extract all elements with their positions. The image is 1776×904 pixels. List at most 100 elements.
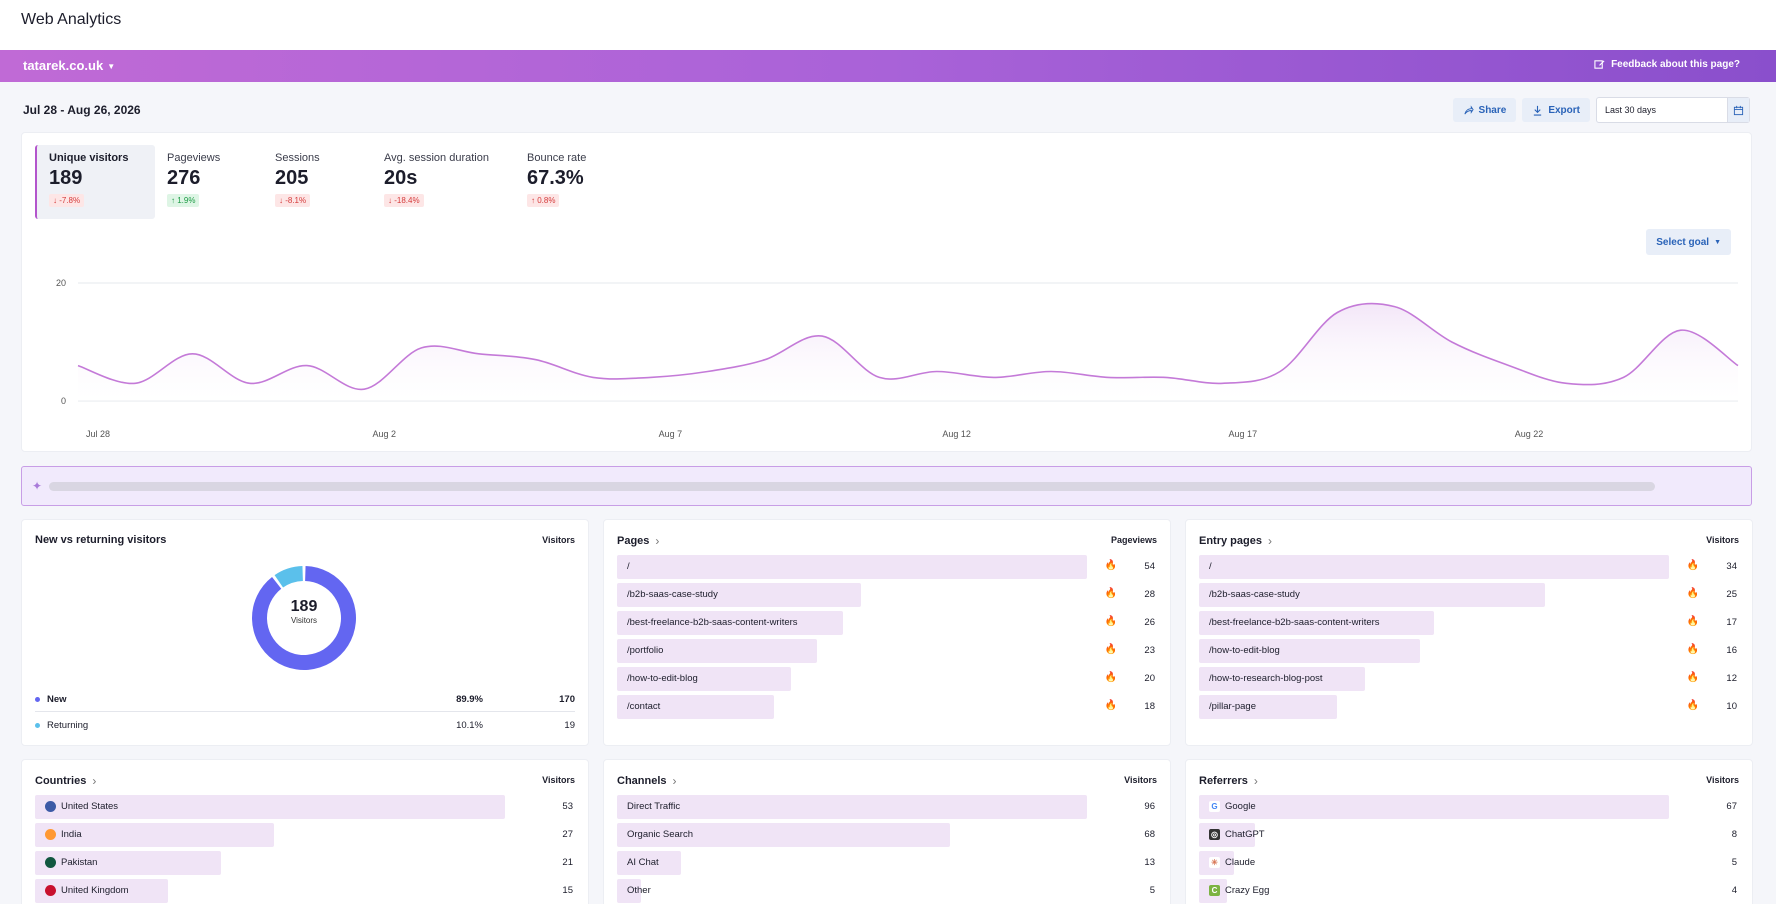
list-item[interactable]: United Kingdom 15 bbox=[35, 879, 575, 903]
data-point[interactable] bbox=[1389, 301, 1401, 313]
countries-title-link[interactable]: Countries › bbox=[35, 774, 97, 788]
data-point[interactable] bbox=[186, 348, 198, 360]
legend-row-new[interactable]: New 89.9% 170 bbox=[35, 688, 575, 712]
list-item[interactable]: /how-to-research-blog-post 🔥 12 bbox=[1199, 667, 1739, 691]
data-point[interactable] bbox=[759, 354, 771, 366]
share-button[interactable]: Share bbox=[1452, 98, 1517, 122]
list-item[interactable]: AI Chat 13 bbox=[617, 851, 1157, 875]
value-bar bbox=[617, 667, 791, 691]
list-item[interactable]: /b2b-saas-case-study 🔥 25 bbox=[1199, 583, 1739, 607]
list-item-value: 26 bbox=[1144, 617, 1155, 628]
chatgpt-icon: ◎ bbox=[1209, 829, 1220, 840]
data-point[interactable] bbox=[587, 371, 599, 383]
list-item[interactable]: India 27 bbox=[35, 823, 575, 847]
list-item[interactable]: Direct Traffic 96 bbox=[617, 795, 1157, 819]
kpi-tab[interactable]: Unique visitors 189 ↓ -7.8% bbox=[35, 145, 155, 219]
data-point[interactable] bbox=[1446, 336, 1458, 348]
ai-insight-bar: ✦ bbox=[21, 466, 1752, 506]
data-point[interactable] bbox=[1274, 366, 1286, 378]
list-item[interactable]: United States 53 bbox=[35, 795, 575, 819]
chevron-right-icon: › bbox=[672, 774, 677, 788]
series-line bbox=[77, 302, 1739, 391]
data-point[interactable] bbox=[129, 377, 141, 389]
data-point[interactable] bbox=[1045, 366, 1057, 378]
data-point[interactable] bbox=[1560, 377, 1572, 389]
data-point[interactable] bbox=[301, 360, 313, 372]
data-point[interactable] bbox=[530, 354, 542, 366]
list-item-label: /b2b-saas-case-study bbox=[627, 589, 718, 600]
value-bar bbox=[1199, 555, 1669, 579]
list-item[interactable]: Other 5 bbox=[617, 879, 1157, 903]
list-item[interactable]: /how-to-edit-blog 🔥 16 bbox=[1199, 639, 1739, 663]
list-item-label-wrap: United Kingdom bbox=[45, 885, 129, 896]
data-point[interactable] bbox=[358, 383, 370, 395]
select-goal-button[interactable]: Select goal ▼ bbox=[1646, 229, 1731, 255]
list-item-value: 67 bbox=[1726, 801, 1737, 812]
data-point[interactable] bbox=[244, 377, 256, 389]
data-point[interactable] bbox=[415, 342, 427, 354]
list-item-label: /best-freelance-b2b-saas-content-writers bbox=[1209, 617, 1380, 628]
y-tick-label: 0 bbox=[61, 396, 66, 406]
data-point[interactable] bbox=[1675, 324, 1687, 336]
list-item[interactable]: /portfolio 🔥 23 bbox=[617, 639, 1157, 663]
data-point[interactable] bbox=[816, 330, 828, 342]
list-item-label: Other bbox=[627, 885, 651, 896]
export-button[interactable]: Export bbox=[1522, 98, 1590, 122]
list-item[interactable]: C Crazy Egg 4 bbox=[1199, 879, 1739, 903]
site-selector[interactable]: tatarek.co.uk ▼ bbox=[23, 58, 115, 73]
entry-pages-title-link[interactable]: Entry pages › bbox=[1199, 534, 1272, 548]
list-item[interactable]: ✳ Claude 5 bbox=[1199, 851, 1739, 875]
list-item-label: Google bbox=[1225, 801, 1256, 812]
list-item-label-wrap: Direct Traffic bbox=[627, 801, 680, 812]
list-item-value: 12 bbox=[1726, 673, 1737, 684]
list-item[interactable]: Organic Search 68 bbox=[617, 823, 1157, 847]
data-point[interactable] bbox=[988, 371, 1000, 383]
data-point[interactable] bbox=[702, 366, 714, 378]
donut-slice-returning[interactable] bbox=[274, 566, 303, 588]
kpi-delta-badge: ↑ 0.8% bbox=[527, 194, 560, 207]
data-point[interactable] bbox=[1618, 371, 1630, 383]
list-item[interactable]: /best-freelance-b2b-saas-content-writers… bbox=[617, 611, 1157, 635]
period-select[interactable]: Last 30 days bbox=[1596, 97, 1750, 123]
referrers-title-link[interactable]: Referrers › bbox=[1199, 774, 1258, 788]
list-item[interactable]: G Google 67 bbox=[1199, 795, 1739, 819]
data-point[interactable] bbox=[1160, 371, 1172, 383]
data-point[interactable] bbox=[1503, 360, 1515, 372]
data-point[interactable] bbox=[72, 360, 84, 372]
data-point[interactable] bbox=[644, 371, 656, 383]
list-item-value: 68 bbox=[1144, 829, 1155, 840]
kpi-tab[interactable]: Pageviews 276 ↑ 1.9% bbox=[155, 145, 263, 219]
list-item[interactable]: Pakistan 21 bbox=[35, 851, 575, 875]
list-item[interactable]: ◎ ChatGPT 8 bbox=[1199, 823, 1739, 847]
data-point[interactable] bbox=[1331, 307, 1343, 319]
list-item[interactable]: /b2b-saas-case-study 🔥 28 bbox=[617, 583, 1157, 607]
calendar-icon[interactable] bbox=[1727, 98, 1749, 122]
list-item[interactable]: /best-freelance-b2b-saas-content-writers… bbox=[1199, 611, 1739, 635]
value-bar bbox=[1199, 583, 1545, 607]
list-item-label: India bbox=[61, 829, 82, 840]
list-item[interactable]: /pillar-page 🔥 10 bbox=[1199, 695, 1739, 719]
list-item-value: 27 bbox=[562, 829, 573, 840]
kpi-tab[interactable]: Bounce rate 67.3% ↑ 0.8% bbox=[515, 145, 625, 219]
data-point[interactable] bbox=[473, 348, 485, 360]
data-point[interactable] bbox=[873, 371, 885, 383]
list-item-label-wrap: ✳ Claude bbox=[1209, 857, 1255, 868]
feedback-link[interactable]: Feedback about this page? bbox=[1594, 59, 1740, 70]
data-point[interactable] bbox=[1102, 371, 1114, 383]
data-point[interactable] bbox=[1732, 360, 1744, 372]
kpi-label: Pageviews bbox=[167, 152, 221, 164]
kpi-tab[interactable]: Avg. session duration 20s ↓ -18.4% bbox=[372, 145, 515, 219]
legend-row-returning[interactable]: Returning 10.1% 19 bbox=[35, 713, 575, 737]
data-point[interactable] bbox=[931, 366, 943, 378]
list-item[interactable]: / 🔥 54 bbox=[617, 555, 1157, 579]
pages-title-link[interactable]: Pages › bbox=[617, 534, 660, 548]
data-point[interactable] bbox=[1217, 377, 1229, 389]
list-item[interactable]: / 🔥 34 bbox=[1199, 555, 1739, 579]
list-item[interactable]: /how-to-edit-blog 🔥 20 bbox=[617, 667, 1157, 691]
channels-title-link[interactable]: Channels › bbox=[617, 774, 677, 788]
list-item[interactable]: /contact 🔥 18 bbox=[617, 695, 1157, 719]
column-header: Visitors bbox=[1706, 775, 1739, 785]
pages-panel: Pages › Pageviews / 🔥 54/b2b-saas-case-stud… bbox=[603, 519, 1171, 746]
list-item-label-wrap: /best-freelance-b2b-saas-content-writers bbox=[1209, 617, 1380, 628]
kpi-tab[interactable]: Sessions 205 ↓ -8.1% bbox=[263, 145, 372, 219]
